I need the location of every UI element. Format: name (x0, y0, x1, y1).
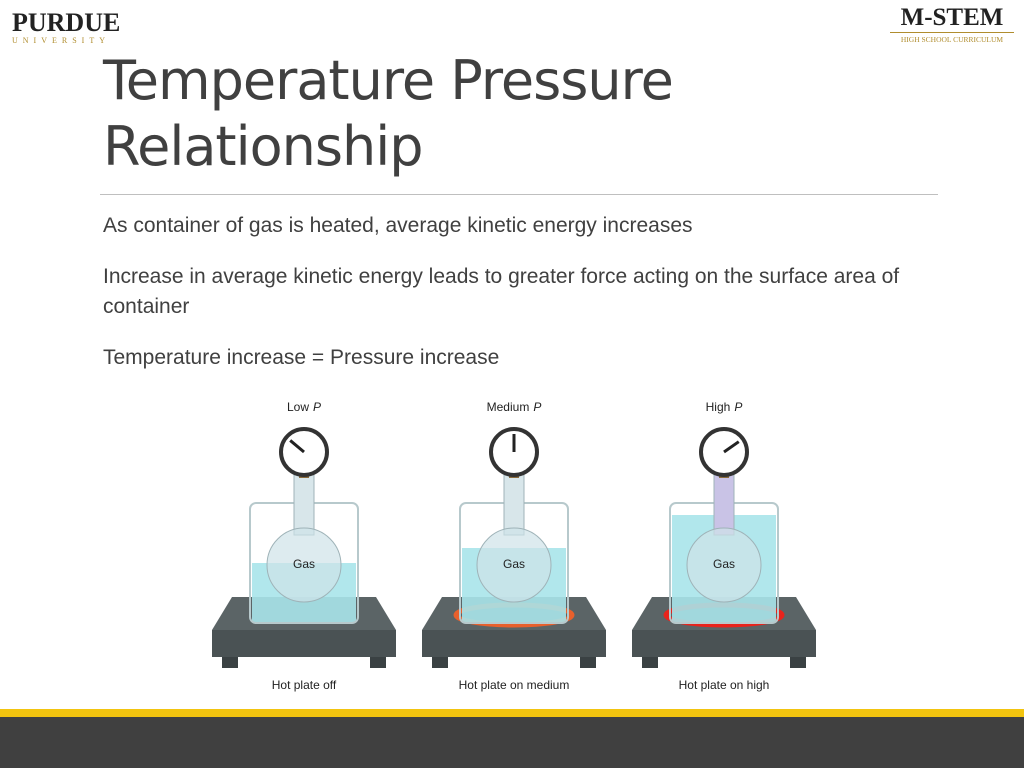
logo-subtitle: HIGH SCHOOL CURRICULUM (890, 32, 1014, 44)
logo-name: M-STEM (900, 4, 1004, 31)
caption: Hot plate off (272, 678, 337, 692)
flask (266, 527, 342, 603)
pressure-label: Medium P (487, 400, 542, 414)
flask-label: Gas (713, 557, 735, 571)
bullet: Temperature increase = Pressure increase (103, 346, 500, 369)
flask-neck (713, 474, 735, 536)
bullet: Increase in average kinetic energy leads… (103, 265, 900, 318)
hot-plate-front (212, 630, 396, 657)
accent-bar (0, 709, 1024, 717)
pressure-label: High P (706, 400, 743, 414)
flask (686, 527, 762, 603)
apparatus: Low P Gas Hot plate off (212, 400, 396, 692)
title-rule (100, 194, 938, 195)
hot-plate-leg (580, 657, 596, 668)
flask-label: Gas (293, 557, 315, 571)
flask-neck (503, 474, 525, 536)
hot-plate-leg (222, 657, 238, 668)
caption: Hot plate on medium (459, 678, 570, 692)
footer-bar (0, 717, 1024, 768)
purdue-logo: PURDUE UNIVERSITY (12, 8, 120, 45)
hot-plate-leg (370, 657, 386, 668)
flask-neck (293, 474, 315, 536)
pressure-symbol: P (734, 400, 742, 414)
apparatus: High P Gas Hot plate on high (632, 400, 816, 692)
pressure-level: Low (287, 400, 309, 414)
apparatus: Medium P Gas Hot plate on medium (422, 400, 606, 692)
bullet: As container of gas is heated, average k… (103, 214, 693, 237)
flask (476, 527, 552, 603)
logo-subtitle: UNIVERSITY (12, 36, 110, 45)
slide-title: Temperature Pressure Relationship (103, 49, 674, 178)
hot-plate-leg (642, 657, 658, 668)
hot-plate-front (632, 630, 816, 657)
pressure-symbol: P (313, 400, 321, 414)
pressure-label: Low P (287, 400, 321, 414)
hot-plate-leg (790, 657, 806, 668)
flask-label: Gas (503, 557, 525, 571)
pressure-level: Medium (487, 400, 530, 414)
hot-plate-leg (432, 657, 448, 668)
mstem-logo: M-STEM HIGH SCHOOL CURRICULUM (890, 4, 1014, 44)
caption: Hot plate on high (679, 678, 770, 692)
gauge-needle (723, 440, 740, 454)
logo-name: PURDUE (12, 8, 121, 37)
gauge-needle (289, 439, 305, 454)
hot-plate-front (422, 630, 606, 657)
pressure-symbol: P (533, 400, 541, 414)
pressure-level: High (706, 400, 731, 414)
